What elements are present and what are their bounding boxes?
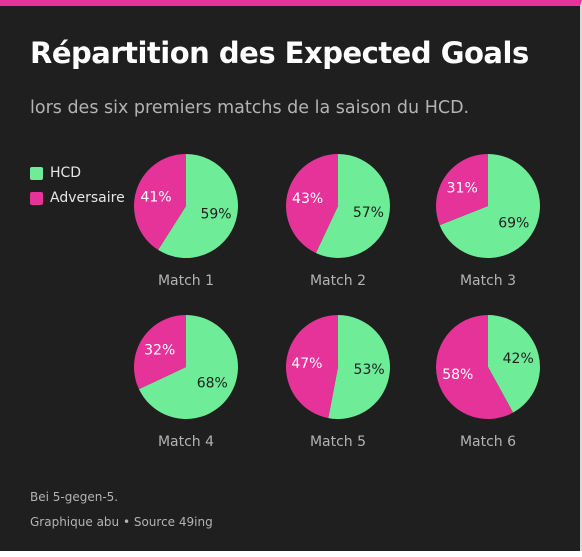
- slice-opponent-match-1: [133, 153, 186, 250]
- legend-item-hcd: HCD: [30, 162, 125, 184]
- pie-charts: 59%41%Match 157%43%Match 269%31%Match 36…: [133, 153, 541, 450]
- slice-hcd-match-2: [315, 154, 391, 258]
- slice-hcd-match-3: [439, 154, 540, 258]
- legend-swatch-opponent: [30, 191, 43, 205]
- slice-label-opponent-match-5: 47%: [291, 356, 322, 372]
- chart-subtitle: lors des six premiers matchs de la saiso…: [30, 98, 470, 118]
- legend-label-opponent: Adversaire: [50, 190, 125, 206]
- slice-label-hcd-match-1: 59%: [200, 207, 231, 223]
- footer-note: Bei 5-gegen-5.: [30, 490, 119, 504]
- pie-match-1: 59% 41% Match 1: [133, 153, 238, 289]
- slice-opponent-match-2: [286, 154, 338, 254]
- match-label-1: Match 1: [158, 273, 214, 289]
- match-label-3: Match 3: [460, 273, 516, 289]
- pie-match-6: 42% 58% Match 6: [436, 314, 541, 450]
- chart-title: Répartition des Expected Goals: [30, 36, 529, 70]
- slice-hcd-match-4: [138, 314, 239, 420]
- slice-hcd-match-1: [158, 154, 238, 258]
- legend-swatch-hcd: [30, 166, 43, 180]
- footer-credit: Graphique abu • Source 49ing: [30, 515, 213, 529]
- pie-match-4: 68% 32% Match 4: [134, 314, 239, 450]
- slice-opponent-match-4: [134, 315, 186, 390]
- slice-label-hcd-match-5: 53%: [354, 362, 385, 378]
- pie-match-5: 53% 47% Match 5: [285, 315, 390, 450]
- match-label-4: Match 4: [158, 434, 214, 450]
- slice-opponent-match-3: [435, 154, 488, 226]
- slice-label-opponent-match-6: 58%: [442, 367, 473, 383]
- slice-label-hcd-match-2: 57%: [353, 205, 384, 221]
- slice-label-opponent-match-1: 41%: [140, 189, 171, 205]
- match-label-6: Match 6: [460, 434, 516, 450]
- legend-label-hcd: HCD: [50, 165, 82, 181]
- pie-match-3: 69% 31% Match 3: [435, 154, 540, 289]
- match-label-2: Match 2: [310, 273, 366, 289]
- legend: HCD Adversaire: [30, 162, 125, 212]
- match-label-5: Match 5: [310, 434, 366, 450]
- slice-opponent-match-6: [436, 315, 514, 419]
- slice-label-opponent-match-2: 43%: [292, 191, 323, 207]
- slice-label-opponent-match-3: 31%: [447, 181, 478, 197]
- slice-label-hcd-match-4: 68%: [197, 376, 228, 392]
- slice-opponent-match-5: [285, 315, 338, 419]
- slice-hcd-match-6: [488, 314, 541, 413]
- slice-label-hcd-match-3: 69%: [498, 216, 529, 232]
- slice-label-opponent-match-4: 32%: [144, 342, 175, 358]
- slice-label-hcd-match-6: 42%: [503, 351, 534, 367]
- legend-item-opponent: Adversaire: [30, 187, 125, 209]
- slice-hcd-match-5: [328, 315, 390, 419]
- pie-match-2: 57% 43% Match 2: [286, 154, 391, 289]
